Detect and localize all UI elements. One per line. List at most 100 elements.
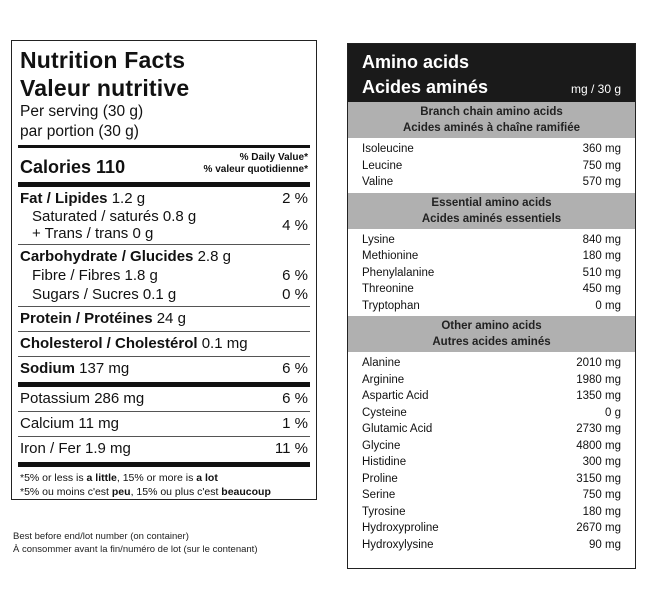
daily-value-header: % Daily Value* % valeur quotidienne* bbox=[204, 152, 308, 178]
amino-row: Leucine 750 mg bbox=[362, 158, 621, 175]
amino-name: Methionine bbox=[362, 250, 419, 262]
best-before-fr: À consommer avant la fin/numéro de lot (… bbox=[13, 544, 258, 555]
amino-value: 750 mg bbox=[582, 489, 621, 501]
amino-row: Lysine 840 mg bbox=[362, 232, 621, 249]
amino-name: Isoleucine bbox=[362, 143, 414, 155]
serving-fr: par portion (30 g) bbox=[20, 123, 139, 140]
amino-value: 750 mg bbox=[582, 159, 621, 172]
amino-value: 0 mg bbox=[595, 299, 621, 312]
best-before-note: Best before end/lot number (on container… bbox=[13, 530, 257, 556]
amino-header: Amino acids Acides aminés mg / 30 g bbox=[348, 44, 635, 102]
amino-value: 4800 mg bbox=[576, 439, 621, 452]
amino-name: Hydroxylysine bbox=[362, 538, 434, 551]
serving-en: Per serving (30 g) bbox=[20, 103, 144, 120]
amino-name: Cysteine bbox=[362, 406, 407, 419]
divider bbox=[18, 411, 310, 412]
divider bbox=[18, 462, 310, 467]
carb-value: 2.8 g bbox=[197, 248, 231, 265]
amino-name: Phenylalanine bbox=[362, 266, 435, 279]
amino-list: Alanine 2010 mg Arginine 1980 mg Aspartic Ac… bbox=[348, 352, 635, 555]
amino-section-title-fr: Acides aminés essentiels bbox=[421, 212, 562, 225]
amino-acids-panel: Amino acids Acides aminés mg / 30 g Bran… bbox=[347, 43, 636, 569]
sodium-label: Sodium bbox=[20, 360, 75, 377]
amino-name: Lysine bbox=[362, 233, 395, 246]
amino-row: Glycine 4800 mg bbox=[362, 438, 621, 455]
divider bbox=[18, 436, 310, 437]
amino-row: Isoleucine 360 mg bbox=[362, 141, 621, 158]
amino-name: Proline bbox=[362, 472, 398, 485]
amino-row: Phenylalanine 510 mg bbox=[362, 265, 621, 282]
fat-value: 1.2 g bbox=[111, 190, 146, 207]
sugars-row: Sugars / Sucres 0.1 g 0 % bbox=[20, 285, 308, 304]
sodium-pct: 6 % bbox=[282, 360, 308, 377]
amino-name: Glutamic Acid bbox=[362, 423, 433, 435]
amino-name: Glycine bbox=[362, 439, 401, 452]
daily-value-en: % Daily Value* bbox=[239, 152, 308, 163]
amino-row: Valine 570 mg bbox=[362, 174, 621, 191]
sodium-value: 137 mg bbox=[79, 360, 130, 377]
amino-section-title-fr: Autres acides aminés bbox=[432, 336, 551, 348]
fibre-label: Fibre / Fibres 1.8 g bbox=[32, 267, 158, 284]
fat-group: Fat / Lipides 1.2 g 2 % Saturated / satu… bbox=[20, 187, 308, 244]
divider bbox=[18, 244, 310, 245]
carb-label: Carbohydrate / Glucides bbox=[20, 248, 194, 265]
divider bbox=[18, 182, 310, 187]
amino-unit: mg / 30 g bbox=[570, 82, 621, 96]
amino-list: Isoleucine 360 mg Leucine 750 mg Valine 570 m… bbox=[348, 138, 635, 193]
amino-value: 180 mg bbox=[582, 250, 621, 262]
protein-value: 24 g bbox=[156, 310, 186, 327]
iron-label: Iron / Fer 1.9 mg bbox=[20, 440, 131, 457]
amino-name: Leucine bbox=[362, 159, 403, 172]
amino-row: Tyrosine 180 mg bbox=[362, 504, 621, 521]
daily-value-fr: % valeur quotidienne* bbox=[203, 164, 308, 175]
divider bbox=[18, 306, 310, 307]
iron-row: Iron / Fer 1.9 mg 11 % bbox=[20, 437, 308, 461]
protein-label: Protein / Protéines bbox=[20, 310, 153, 327]
amino-name: Valine bbox=[362, 176, 394, 188]
fat-pct: 2 % bbox=[282, 190, 308, 207]
amino-title-en: Amino acids bbox=[362, 52, 470, 72]
amino-value: 2010 mg bbox=[576, 357, 621, 369]
nutrition-title-en: Nutrition Facts bbox=[20, 47, 186, 73]
amino-value: 90 mg bbox=[589, 538, 621, 551]
calories-label: Calories 110 bbox=[20, 157, 126, 177]
amino-name: Threonine bbox=[362, 283, 414, 295]
amino-title-fr: Acides aminés bbox=[362, 77, 489, 97]
amino-name: Histidine bbox=[362, 456, 407, 468]
best-before-en: Best before end/lot number (on container… bbox=[13, 531, 189, 542]
divider bbox=[18, 356, 310, 357]
calcium-pct: 1 % bbox=[282, 415, 308, 432]
amino-section-header: Branch chain amino acids Acides aminés à … bbox=[348, 102, 635, 138]
footnote-en: *5% or less is a little, 15% or more is … bbox=[20, 472, 218, 484]
amino-name: Arginine bbox=[362, 373, 405, 386]
carb-group: Carbohydrate / Glucides 2.8 g Fibre / Fi… bbox=[20, 245, 308, 306]
sat-trans-pct: 4 % bbox=[282, 216, 308, 234]
amino-row: Threonine 450 mg bbox=[362, 281, 621, 298]
calories-row: Calories 110 % Daily Value* % valeur quo… bbox=[20, 148, 308, 178]
amino-section-title-en: Other amino acids bbox=[441, 320, 542, 332]
amino-row: Aspartic Acid 1350 mg bbox=[362, 388, 621, 405]
amino-value: 840 mg bbox=[582, 233, 621, 246]
amino-row: Methionine 180 mg bbox=[362, 248, 621, 265]
divider bbox=[18, 382, 310, 387]
amino-value: 0 g bbox=[605, 406, 621, 419]
amino-name: Hydroxyproline bbox=[362, 522, 439, 534]
amino-section-title-en: Essential amino acids bbox=[431, 196, 552, 209]
footnote-fr: *5% ou moins c'est peu, 15% ou plus c'es… bbox=[20, 486, 271, 498]
cholesterol-value: 0.1 mg bbox=[201, 335, 248, 352]
amino-value: 2730 mg bbox=[576, 423, 621, 435]
footnote: *5% or less is a little, 15% or more is … bbox=[20, 467, 308, 499]
fat-label: Fat / Lipides bbox=[20, 190, 108, 207]
cholesterol-label: Cholesterol / Cholestérol bbox=[20, 335, 198, 352]
potassium-row: Potassium 286 mg 6 % bbox=[20, 387, 308, 411]
fibre-row: Fibre / Fibres 1.8 g 6 % bbox=[20, 266, 308, 285]
potassium-label: Potassium 286 mg bbox=[20, 390, 145, 407]
amino-row: Hydroxyproline 2670 mg bbox=[362, 520, 621, 537]
amino-value: 2670 mg bbox=[576, 522, 621, 534]
amino-row: Proline 3150 mg bbox=[362, 471, 621, 488]
carb-row: Carbohydrate / Glucides 2.8 g bbox=[20, 247, 308, 266]
divider bbox=[18, 331, 310, 332]
amino-list: Lysine 840 mg Methionine 180 mg Phenylalanin… bbox=[348, 229, 635, 317]
amino-row: Glutamic Acid 2730 mg bbox=[362, 421, 621, 438]
amino-section-header: Essential amino acids Acides aminés essen… bbox=[348, 192, 635, 229]
